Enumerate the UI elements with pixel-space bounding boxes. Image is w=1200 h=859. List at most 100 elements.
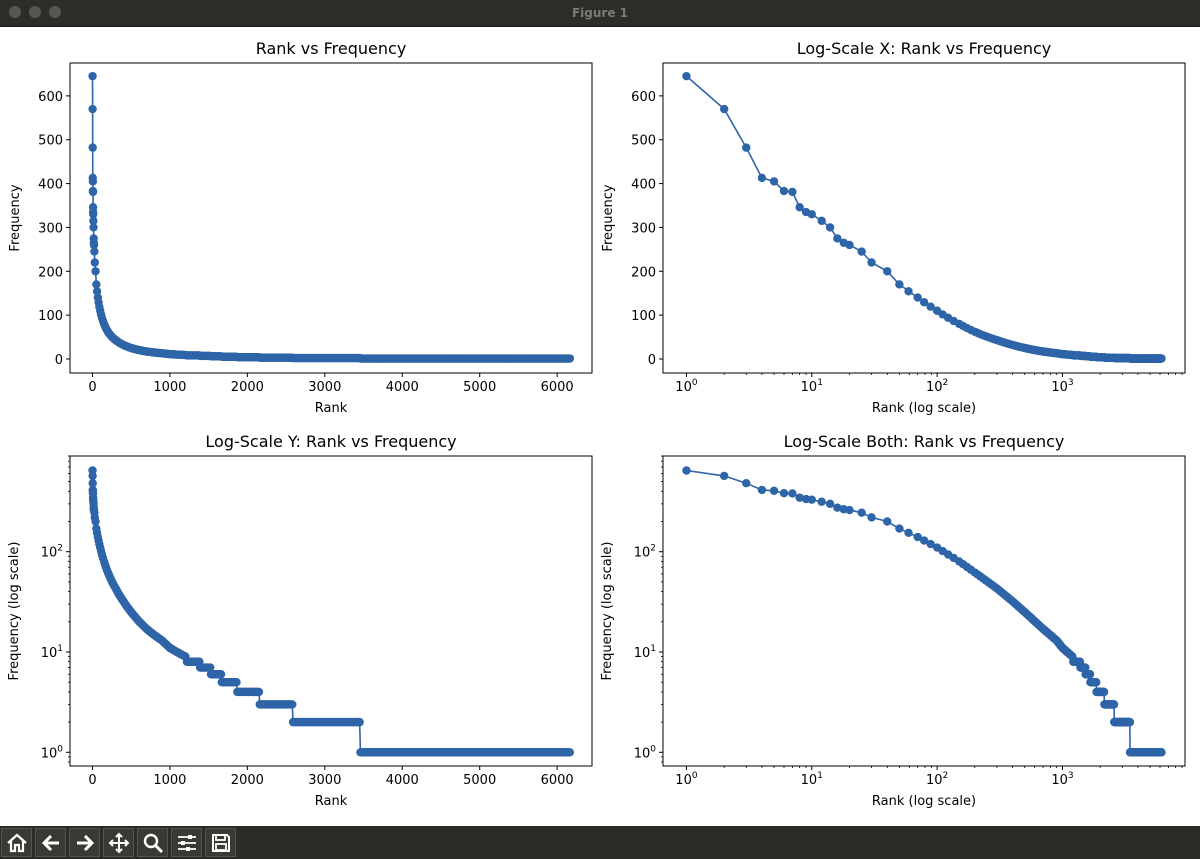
window-titlebar: Figure 1 bbox=[0, 0, 1200, 27]
data-point bbox=[88, 177, 98, 186]
data-point bbox=[216, 670, 226, 679]
data-point bbox=[769, 177, 779, 186]
data-point bbox=[867, 258, 876, 267]
data-point bbox=[966, 325, 976, 335]
data-point bbox=[89, 210, 98, 219]
series-line bbox=[91, 470, 570, 754]
data-point bbox=[883, 517, 892, 526]
subplot-title: Log-Scale Both: Rank vs Frequency bbox=[784, 432, 1065, 451]
subplot-title: Log-Scale X: Rank vs Frequency bbox=[797, 39, 1052, 58]
data-point bbox=[91, 267, 100, 276]
minimize-window-button[interactable] bbox=[29, 6, 41, 18]
subplot-1: 0 1000 2000 3000 4000 5000 6000 0 100 200 300 400 50… bbox=[8, 39, 593, 416]
x-tick-label: 101 bbox=[801, 378, 823, 395]
y-tick-label: 500 bbox=[38, 134, 63, 149]
y-tick-label: 300 bbox=[38, 221, 63, 236]
y-tick-label: 600 bbox=[631, 90, 656, 105]
data-point bbox=[92, 280, 101, 289]
axes-frame bbox=[69, 455, 593, 767]
series-line bbox=[686, 469, 1162, 754]
data-point bbox=[205, 663, 215, 672]
y-tick-label: 100 bbox=[41, 744, 64, 761]
configure-subplots-icon bbox=[177, 835, 196, 851]
x-tick-label: 2000 bbox=[231, 380, 264, 395]
x-axis-label: Rank bbox=[315, 794, 348, 809]
data-point bbox=[719, 104, 729, 114]
y-tick-label: 0 bbox=[648, 353, 656, 368]
data-point bbox=[867, 513, 876, 522]
data-point bbox=[895, 524, 904, 533]
y-axis-label: Frequency (log scale) bbox=[7, 542, 22, 681]
zoom-button[interactable] bbox=[137, 828, 168, 857]
x-tick-label: 102 bbox=[926, 771, 948, 788]
data-point bbox=[1109, 700, 1119, 709]
data-point bbox=[1157, 748, 1166, 757]
x-tick-label: 103 bbox=[1051, 771, 1073, 788]
y-tick-label: 500 bbox=[631, 134, 656, 149]
pan-button[interactable] bbox=[103, 828, 134, 857]
close-window-button[interactable] bbox=[9, 6, 21, 18]
data-point bbox=[966, 565, 976, 574]
data-point bbox=[817, 497, 826, 506]
data-point bbox=[90, 247, 99, 256]
data-point bbox=[1099, 687, 1109, 697]
y-axis-label: Frequency bbox=[601, 184, 616, 251]
data-point bbox=[88, 143, 97, 152]
data-point bbox=[88, 187, 98, 197]
configure-subplots-button[interactable] bbox=[171, 828, 202, 857]
axes-frame bbox=[662, 455, 1186, 767]
figure-canvas: 0 1000 2000 3000 4000 5000 6000 0 100 200 300 400 50… bbox=[0, 27, 1200, 826]
data-point bbox=[95, 539, 104, 549]
data-point bbox=[845, 240, 854, 250]
data-point bbox=[88, 104, 97, 114]
y-tick-label: 300 bbox=[631, 221, 656, 236]
data-point bbox=[742, 143, 751, 152]
back-button[interactable] bbox=[35, 828, 66, 857]
data-point bbox=[254, 687, 264, 697]
data-point bbox=[232, 677, 241, 687]
home-button[interactable] bbox=[1, 828, 32, 857]
data-point bbox=[1085, 670, 1095, 679]
data-point bbox=[682, 466, 691, 475]
series-group bbox=[682, 466, 1166, 757]
y-tick-label: 102 bbox=[41, 544, 63, 561]
data-point bbox=[742, 479, 751, 488]
y-axis-label: Frequency bbox=[8, 184, 23, 251]
data-point bbox=[92, 287, 102, 296]
subplot-2: 100 101 102 103 0 100 200 300 400 500 600 Log-Scale… bbox=[601, 39, 1186, 416]
x-tick-label: 0 bbox=[88, 773, 96, 788]
data-point bbox=[788, 489, 797, 498]
data-point bbox=[926, 302, 935, 311]
series-group bbox=[88, 466, 575, 757]
data-point bbox=[769, 486, 779, 495]
data-point bbox=[565, 354, 575, 363]
data-point bbox=[89, 240, 99, 250]
data-point bbox=[913, 293, 922, 302]
y-axis-label: Frequency (log scale) bbox=[600, 542, 615, 681]
maximize-window-button[interactable] bbox=[49, 6, 61, 18]
forward-arrow-icon bbox=[76, 834, 94, 852]
subplot-title: Rank vs Frequency bbox=[256, 39, 407, 58]
zoom-icon bbox=[143, 833, 163, 854]
forward-button[interactable] bbox=[69, 828, 100, 857]
x-axis-label: Rank (log scale) bbox=[872, 794, 976, 809]
data-point bbox=[779, 489, 789, 498]
data-point bbox=[883, 267, 892, 276]
data-point bbox=[833, 234, 842, 243]
series-group bbox=[682, 71, 1166, 363]
data-point bbox=[857, 247, 866, 256]
y-tick-label: 400 bbox=[38, 178, 63, 193]
data-point bbox=[1081, 663, 1090, 672]
axes-frame bbox=[662, 62, 1186, 374]
save-button[interactable] bbox=[205, 828, 236, 857]
data-point bbox=[913, 532, 922, 542]
data-point bbox=[857, 508, 866, 517]
data-point bbox=[845, 505, 854, 515]
data-point bbox=[788, 187, 797, 197]
y-tick-label: 200 bbox=[38, 265, 63, 280]
x-tick-label: 102 bbox=[926, 378, 948, 395]
y-tick-label: 100 bbox=[634, 744, 657, 761]
data-point bbox=[1157, 354, 1166, 363]
data-point bbox=[825, 499, 835, 509]
data-point bbox=[682, 71, 691, 81]
